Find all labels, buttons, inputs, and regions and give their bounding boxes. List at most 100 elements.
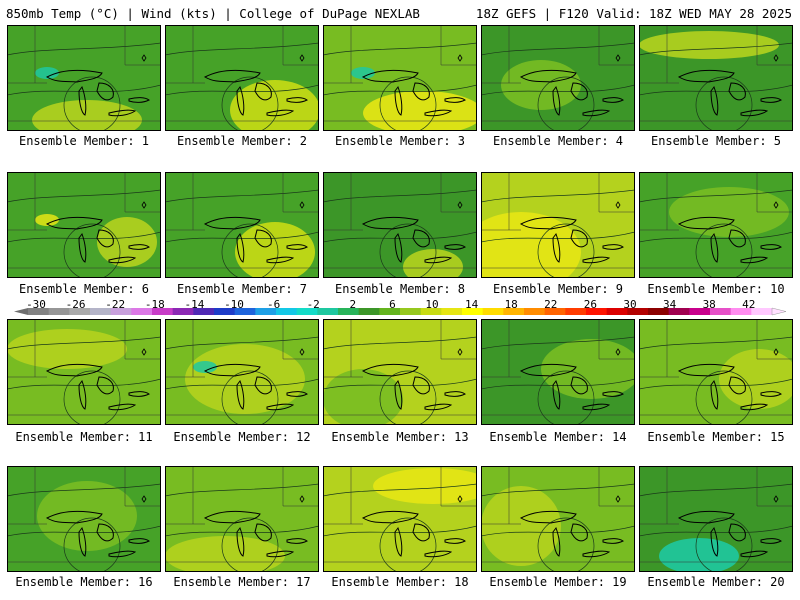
lake-outline bbox=[552, 85, 561, 116]
colorbar-swatch bbox=[193, 308, 215, 315]
height-contour bbox=[639, 378, 793, 390]
panel-frame bbox=[639, 25, 793, 131]
height-contour bbox=[323, 525, 477, 537]
colorbar-tick-label: -14 bbox=[184, 298, 205, 311]
panel-frame bbox=[639, 319, 793, 425]
lake-outline bbox=[519, 363, 577, 377]
height-contour bbox=[221, 223, 279, 278]
panel-frame bbox=[323, 466, 477, 572]
station-marker bbox=[141, 348, 147, 356]
temperature-region bbox=[639, 31, 779, 59]
ensemble-map-panel bbox=[639, 25, 793, 131]
height-contour bbox=[165, 189, 319, 203]
temperature-field-map bbox=[7, 466, 161, 572]
panel-frame bbox=[481, 172, 635, 278]
lake-outline bbox=[582, 550, 611, 558]
ensemble-member-label: Ensemble Member: 12 bbox=[173, 430, 311, 444]
lake-outline bbox=[677, 363, 735, 377]
lake-outline bbox=[203, 363, 261, 377]
lake-outline bbox=[760, 97, 782, 103]
colorbar-tick-label: 42 bbox=[742, 298, 756, 311]
height-contour bbox=[7, 231, 161, 243]
height-contour bbox=[165, 378, 319, 390]
temperature-field-map bbox=[481, 172, 635, 278]
state-border bbox=[598, 172, 635, 213]
temperature-field-map bbox=[481, 25, 635, 131]
valid-time: 18Z GEFS | F120 Valid: 18Z WED MAY 28 20… bbox=[475, 6, 792, 21]
lake-outline bbox=[361, 510, 419, 524]
height-contour bbox=[695, 76, 753, 131]
lake-outline bbox=[128, 244, 150, 250]
station-marker bbox=[773, 54, 779, 62]
ensemble-member-label: Ensemble Member: 3 bbox=[334, 134, 466, 148]
temperature-region bbox=[403, 249, 463, 278]
lake-outline bbox=[552, 526, 561, 557]
ensemble-member-label: Ensemble Member: 15 bbox=[647, 430, 785, 444]
lake-outline bbox=[266, 109, 295, 117]
lake-outline bbox=[444, 391, 466, 397]
lake-outline bbox=[602, 244, 624, 250]
lake-outline bbox=[108, 256, 137, 264]
ensemble-member-label: Ensemble Member: 7 bbox=[176, 282, 308, 296]
ensemble-member-label: Ensemble Member: 18 bbox=[331, 575, 469, 589]
panel-frame bbox=[165, 25, 319, 131]
lake-outline bbox=[424, 403, 453, 411]
panel-frame bbox=[165, 319, 319, 425]
colorbar-swatch bbox=[503, 308, 525, 315]
colorbar-tick-label: 18 bbox=[504, 298, 518, 311]
colorbar-swatch bbox=[751, 308, 773, 315]
lake-outline bbox=[236, 526, 245, 557]
state-border bbox=[756, 25, 793, 66]
lake-outline bbox=[266, 550, 295, 558]
ensemble-member-label: Ensemble Member: 6 bbox=[18, 282, 150, 296]
lake-outline bbox=[45, 216, 103, 230]
height-contour bbox=[537, 517, 595, 572]
ensemble-map-panel bbox=[165, 466, 319, 572]
height-contour bbox=[221, 370, 279, 425]
state-border bbox=[598, 466, 635, 507]
ensemble-member-label: Ensemble Member: 2 bbox=[176, 134, 308, 148]
state-border bbox=[124, 466, 161, 507]
height-contour bbox=[165, 84, 319, 96]
height-contour bbox=[481, 378, 635, 390]
lake-outline bbox=[710, 85, 719, 116]
station-marker bbox=[299, 348, 305, 356]
height-contour bbox=[63, 223, 121, 278]
colorbar-swatch bbox=[730, 308, 752, 315]
height-contour bbox=[165, 525, 319, 537]
temperature-region bbox=[35, 67, 59, 79]
height-contour bbox=[639, 525, 793, 537]
colorbar-tick-label: 2 bbox=[349, 298, 357, 311]
ensemble-map-panel bbox=[639, 466, 793, 572]
panel-frame bbox=[7, 466, 161, 572]
colorbar-swatch bbox=[544, 308, 566, 315]
height-contour bbox=[481, 42, 635, 56]
height-contour bbox=[7, 84, 161, 96]
lake-outline bbox=[444, 244, 466, 250]
lake-outline bbox=[519, 69, 577, 83]
state-border bbox=[440, 172, 477, 213]
lake-outline bbox=[45, 363, 103, 377]
colorbar-swatch bbox=[131, 308, 153, 315]
colorbar-tick-label: -26 bbox=[65, 298, 86, 311]
lake-outline bbox=[394, 526, 403, 557]
station-marker bbox=[141, 495, 147, 503]
ensemble-map-panel bbox=[481, 172, 635, 278]
lake-outline bbox=[740, 403, 769, 411]
lake-outline bbox=[710, 526, 719, 557]
state-border bbox=[756, 172, 793, 213]
lake-outline bbox=[203, 216, 261, 230]
ensemble-member-label: Ensemble Member: 1 bbox=[18, 134, 150, 148]
temperature-region bbox=[541, 339, 635, 399]
state-border bbox=[756, 466, 793, 507]
lake-outline bbox=[740, 550, 769, 558]
height-contour bbox=[639, 42, 793, 56]
lake-outline bbox=[444, 97, 466, 103]
lake-outline bbox=[677, 510, 735, 524]
temperature-region bbox=[165, 536, 285, 572]
lake-outline bbox=[677, 69, 735, 83]
lake-outline bbox=[361, 216, 419, 230]
height-contour bbox=[7, 378, 161, 390]
colorbar-swatch bbox=[110, 308, 132, 315]
colorbar-swatch bbox=[358, 308, 380, 315]
